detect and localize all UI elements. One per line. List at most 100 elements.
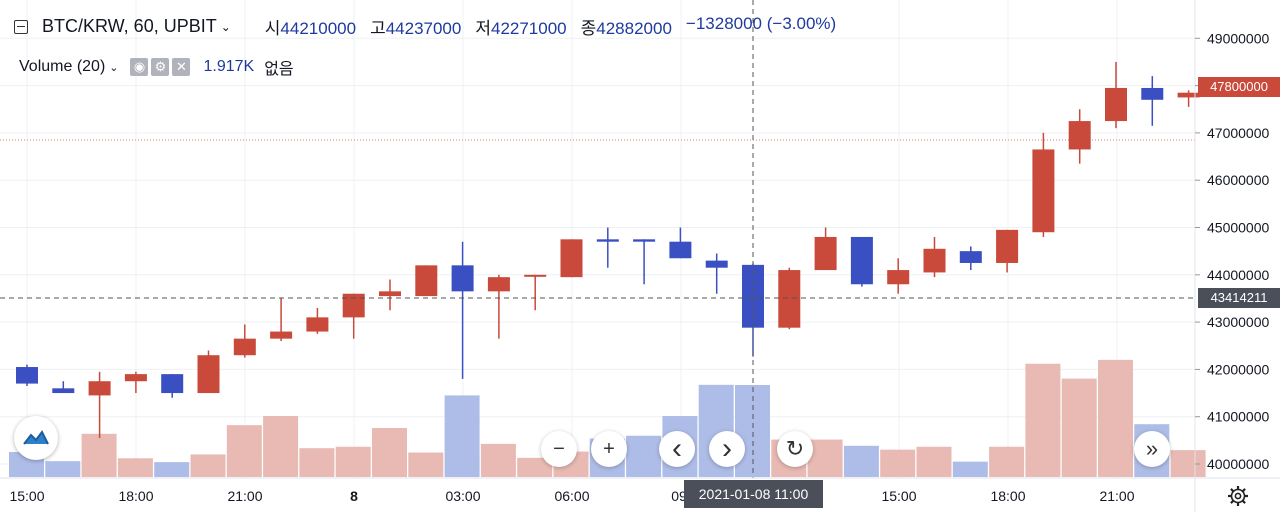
crosshair-time-label: 2021-01-08 11:00 xyxy=(684,480,823,508)
volume-value: 1.917K xyxy=(203,58,255,75)
volume-bar xyxy=(117,458,153,477)
close-value: 42882000 xyxy=(596,19,672,38)
scroll-left-button[interactable]: ‹ xyxy=(659,431,695,467)
time-tick-label: 18:00 xyxy=(990,488,1025,504)
volume-bar xyxy=(81,433,117,477)
candles xyxy=(16,61,1200,438)
volume-bar xyxy=(190,454,226,477)
volume-bar xyxy=(45,461,81,477)
candle xyxy=(850,236,873,287)
volume-bar xyxy=(1098,359,1133,477)
zoom-in-button[interactable]: + xyxy=(591,431,627,467)
time-tick-label: 15:00 xyxy=(881,488,916,504)
volume-bar xyxy=(299,448,335,477)
candle xyxy=(197,350,220,394)
volume-bar xyxy=(154,462,190,477)
volume-bar xyxy=(226,425,262,477)
price-tick-label: 49000000 xyxy=(1207,30,1270,46)
volume-bar xyxy=(1025,363,1061,477)
last-price-label: 47800000 xyxy=(1198,77,1280,97)
candle xyxy=(451,241,474,379)
volume-bar xyxy=(1061,378,1097,477)
candle xyxy=(887,258,910,294)
collapse-legend-button[interactable] xyxy=(14,19,28,34)
candle xyxy=(560,239,583,278)
reset-chart-button[interactable]: ↻ xyxy=(777,431,813,467)
volume-bar xyxy=(335,446,371,477)
eye-icon[interactable]: ◉ xyxy=(130,58,149,76)
volume-legend: Volume (20) ⌄ ◉ ⚙ ✕ 1.917K 없음 xyxy=(19,55,294,79)
high-value: 44237000 xyxy=(385,19,462,38)
gear-icon[interactable]: ⚙ xyxy=(151,58,170,76)
volume-bar xyxy=(444,395,480,477)
close-icon[interactable]: ✕ xyxy=(172,58,191,76)
symbol-title[interactable]: BTC/KRW, 60, UPBIT xyxy=(42,16,217,36)
volume-bar xyxy=(480,443,516,477)
candle xyxy=(524,274,547,311)
time-tick-label: 06:00 xyxy=(554,488,589,504)
volume-bar xyxy=(626,435,662,477)
chevron-down-icon[interactable]: ⌄ xyxy=(109,61,119,74)
candle xyxy=(415,265,438,297)
symbol-legend: BTC/KRW, 60, UPBIT ⌄ 시44210000 고44237000… xyxy=(14,14,850,39)
scroll-right-button[interactable]: › xyxy=(709,431,745,467)
candle xyxy=(306,307,329,334)
volume-bar xyxy=(372,428,407,477)
scroll-to-latest-button[interactable]: » xyxy=(1134,431,1170,467)
candle xyxy=(596,227,619,268)
price-tick-label: 47000000 xyxy=(1207,125,1270,141)
time-tick-label: 21:00 xyxy=(1099,488,1134,504)
candle xyxy=(1068,109,1091,164)
price-tick-label: 44000000 xyxy=(1207,267,1270,283)
time-axis: 15:00 18:00 21:00 8 03:00 06:00 09: 15:00 18:00 2… xyxy=(0,477,1280,504)
candle xyxy=(633,239,656,285)
price-tick-label: 41000000 xyxy=(1207,409,1270,425)
time-tick-label: 03:00 xyxy=(445,488,480,504)
candle xyxy=(1105,61,1127,129)
candle xyxy=(996,229,1019,273)
volume-bars xyxy=(9,359,1206,477)
time-tick-label: 18:00 xyxy=(118,488,153,504)
close-key: 종 xyxy=(580,19,597,38)
zoom-out-button[interactable]: − xyxy=(541,431,577,467)
candle xyxy=(1032,132,1055,237)
candle xyxy=(233,324,256,358)
crosshair-price-label: 43414211 xyxy=(1198,288,1280,308)
candle xyxy=(161,374,184,398)
candle xyxy=(16,364,38,386)
candle xyxy=(778,267,801,330)
volume-bar xyxy=(1170,450,1206,477)
settings-gear-icon[interactable] xyxy=(1226,484,1250,508)
price-tick-label: 46000000 xyxy=(1207,172,1270,188)
candle xyxy=(669,227,692,259)
tradingview-logo-icon[interactable] xyxy=(14,416,58,460)
chevron-down-icon[interactable]: ⌄ xyxy=(220,19,231,34)
candle xyxy=(705,253,728,294)
ohlc-values: 시44210000 고44237000 저42271000 종42882000 … xyxy=(265,14,850,39)
candle xyxy=(923,236,946,278)
price-tick-label: 45000000 xyxy=(1207,220,1270,236)
volume-bar xyxy=(916,446,952,477)
candle xyxy=(1141,76,1164,126)
open-key: 시 xyxy=(264,19,281,38)
volume-bar xyxy=(807,439,843,477)
volume-bar xyxy=(843,445,879,477)
candle xyxy=(379,279,401,311)
volume-label[interactable]: Volume (20) xyxy=(19,58,106,75)
candle xyxy=(270,298,293,342)
crosshair xyxy=(0,0,1195,478)
high-key: 고 xyxy=(370,19,386,38)
price-tick-label: 43000000 xyxy=(1207,314,1270,330)
volume-bar xyxy=(952,461,988,477)
candle xyxy=(52,381,75,394)
candle xyxy=(124,371,147,394)
low-value: 42271000 xyxy=(490,19,567,38)
price-tick-label: 40000000 xyxy=(1207,456,1270,472)
time-tick-label: 15:00 xyxy=(9,488,44,504)
volume-bar xyxy=(263,416,299,477)
candle xyxy=(814,227,837,271)
grid xyxy=(0,0,1195,478)
volume-bar xyxy=(880,449,916,477)
candle xyxy=(1177,90,1200,107)
